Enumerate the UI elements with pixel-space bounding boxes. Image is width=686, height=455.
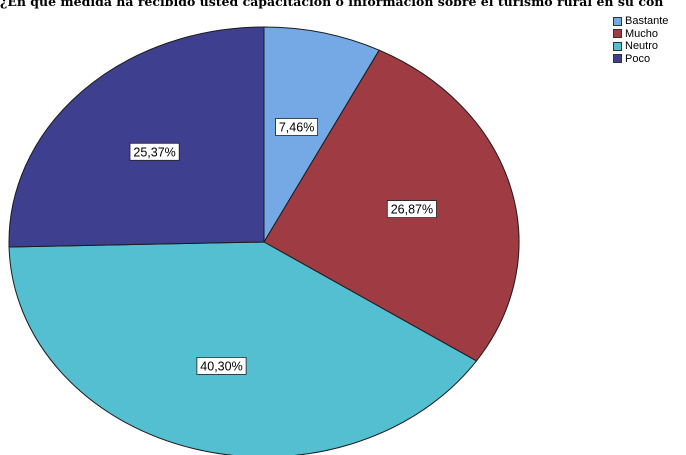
legend-swatch-poco: [613, 54, 622, 64]
legend-item-neutro: Neutro: [613, 40, 668, 53]
data-label-text-mucho: 26,87%: [391, 203, 433, 217]
legend-item-poco: Poco: [613, 53, 668, 66]
pie-slice-bastante: [263, 26, 380, 244]
data-label-box-poco: [129, 142, 180, 161]
data-label-box-mucho: [386, 200, 437, 219]
pie-data-labels: 7,46% 26,87% 40,30% 25,37%: [129, 118, 437, 375]
data-label-box-neutro: [196, 356, 247, 375]
data-label-text-bastante: 7,46%: [279, 121, 314, 135]
data-label-text-neutro: 40,30%: [200, 359, 242, 373]
legend-swatch-mucho: [613, 29, 622, 39]
legend-item-mucho: Mucho: [613, 28, 668, 41]
legend-swatch-bastante: [613, 16, 622, 26]
chart-title: ¿En qué medida ha recibido usted capacit…: [0, 0, 664, 9]
legend-item-bastante: Bastante: [613, 15, 668, 28]
data-label-box-bastante: [275, 118, 319, 136]
legend: Bastante Mucho Neutro Poco: [613, 15, 668, 65]
legend-label-bastante: Bastante: [625, 15, 669, 27]
legend-label-poco: Poco: [625, 52, 651, 65]
data-label-neutro: 40,30%: [196, 356, 247, 375]
pie-slice-poco: [8, 26, 265, 248]
pie-slice-neutro: [8, 241, 478, 455]
legend-label-mucho: Mucho: [625, 27, 659, 40]
legend-swatch-neutro: [613, 41, 622, 51]
data-label-bastante: 7,46%: [275, 118, 319, 136]
data-label-text-poco: 25,37%: [133, 145, 175, 159]
data-label-poco: 25,37%: [129, 142, 180, 161]
legend-label-neutro: Neutro: [625, 40, 659, 52]
data-label-mucho: 26,87%: [386, 200, 437, 219]
pie-slices: [8, 26, 520, 455]
